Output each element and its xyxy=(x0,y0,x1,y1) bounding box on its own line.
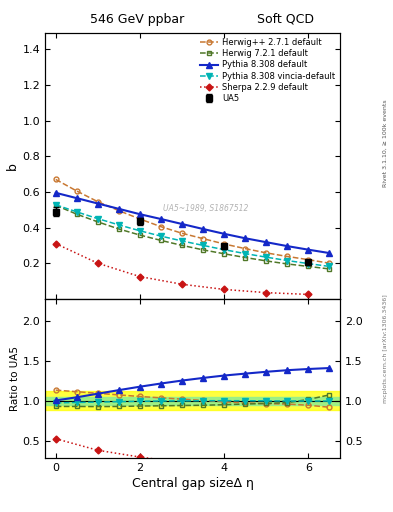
Herwig 7.2.1 default xyxy=(243,254,248,261)
Pythia 8.308 vincia-default xyxy=(74,209,79,215)
Pythia 8.308 default xyxy=(95,200,100,206)
Pythia 8.308 vincia-default xyxy=(53,202,58,208)
Pythia 8.308 default xyxy=(243,235,248,241)
Pythia 8.308 vincia-default xyxy=(138,228,142,234)
Line: Sherpa 2.2.9 default: Sherpa 2.2.9 default xyxy=(53,241,311,297)
Herwig++ 2.7.1 default xyxy=(285,253,290,260)
Pythia 8.308 default xyxy=(74,195,79,201)
Sherpa 2.2.9 default xyxy=(306,291,311,297)
Line: Pythia 8.308 default: Pythia 8.308 default xyxy=(53,190,332,256)
Pythia 8.308 vincia-default xyxy=(222,247,226,253)
Pythia 8.308 vincia-default xyxy=(285,258,290,264)
Pythia 8.308 vincia-default xyxy=(327,263,332,269)
Line: Herwig 7.2.1 default: Herwig 7.2.1 default xyxy=(53,203,332,271)
Pythia 8.308 default xyxy=(306,247,311,253)
Text: Soft QCD: Soft QCD xyxy=(257,13,314,26)
Herwig 7.2.1 default xyxy=(285,261,290,267)
Herwig++ 2.7.1 default xyxy=(264,250,269,256)
Sherpa 2.2.9 default xyxy=(95,260,100,266)
Herwig++ 2.7.1 default xyxy=(138,216,142,222)
Pythia 8.308 default xyxy=(159,216,163,222)
Pythia 8.308 vincia-default xyxy=(159,233,163,239)
Herwig++ 2.7.1 default xyxy=(74,188,79,194)
Herwig 7.2.1 default xyxy=(180,242,184,248)
Pythia 8.308 vincia-default xyxy=(243,250,248,257)
Y-axis label: b: b xyxy=(6,162,18,170)
Herwig 7.2.1 default xyxy=(159,238,163,244)
Pythia 8.308 default xyxy=(327,250,332,256)
Pythia 8.308 vincia-default xyxy=(95,216,100,222)
Herwig 7.2.1 default xyxy=(116,226,121,232)
Pythia 8.308 vincia-default xyxy=(264,254,269,260)
Line: Herwig++ 2.7.1 default: Herwig++ 2.7.1 default xyxy=(53,177,332,266)
Herwig++ 2.7.1 default xyxy=(116,207,121,214)
Herwig 7.2.1 default xyxy=(201,247,206,253)
Herwig 7.2.1 default xyxy=(53,202,58,208)
Pythia 8.308 default xyxy=(138,211,142,217)
Sherpa 2.2.9 default xyxy=(53,241,58,247)
Herwig 7.2.1 default xyxy=(327,266,332,272)
Herwig++ 2.7.1 default xyxy=(243,246,248,252)
Herwig 7.2.1 default xyxy=(95,219,100,225)
Pythia 8.308 vincia-default xyxy=(201,242,206,248)
Herwig++ 2.7.1 default xyxy=(53,176,58,182)
Text: mcplots.cern.ch [arXiv:1306.3436]: mcplots.cern.ch [arXiv:1306.3436] xyxy=(383,294,387,402)
Pythia 8.308 vincia-default xyxy=(180,238,184,244)
Pythia 8.308 default xyxy=(264,239,269,245)
Herwig 7.2.1 default xyxy=(222,251,226,257)
Pythia 8.308 default xyxy=(222,231,226,237)
Line: Pythia 8.308 vincia-default: Pythia 8.308 vincia-default xyxy=(53,202,332,269)
Herwig++ 2.7.1 default xyxy=(159,224,163,230)
Sherpa 2.2.9 default xyxy=(180,281,184,287)
Text: UA5~1989, S1867512: UA5~1989, S1867512 xyxy=(163,204,248,213)
Herwig++ 2.7.1 default xyxy=(306,257,311,263)
Y-axis label: Ratio to UA5: Ratio to UA5 xyxy=(10,346,20,411)
Pythia 8.308 vincia-default xyxy=(306,261,311,267)
Herwig 7.2.1 default xyxy=(264,258,269,264)
Pythia 8.308 default xyxy=(53,190,58,196)
Pythia 8.308 default xyxy=(180,221,184,227)
Pythia 8.308 default xyxy=(116,206,121,212)
X-axis label: Central gap sizeΔ η: Central gap sizeΔ η xyxy=(132,477,253,490)
Sherpa 2.2.9 default xyxy=(264,290,269,296)
Herwig++ 2.7.1 default xyxy=(180,230,184,237)
Pythia 8.308 vincia-default xyxy=(116,222,121,228)
Herwig++ 2.7.1 default xyxy=(95,199,100,205)
Herwig 7.2.1 default xyxy=(306,263,311,269)
Text: Rivet 3.1.10, ≥ 100k events: Rivet 3.1.10, ≥ 100k events xyxy=(383,99,387,187)
Herwig++ 2.7.1 default xyxy=(327,260,332,266)
Legend: Herwig++ 2.7.1 default, Herwig 7.2.1 default, Pythia 8.308 default, Pythia 8.308: Herwig++ 2.7.1 default, Herwig 7.2.1 def… xyxy=(198,36,338,105)
Herwig++ 2.7.1 default xyxy=(201,236,206,242)
Herwig++ 2.7.1 default xyxy=(222,241,226,247)
Pythia 8.308 default xyxy=(201,226,206,232)
Sherpa 2.2.9 default xyxy=(222,286,226,292)
Herwig 7.2.1 default xyxy=(74,211,79,217)
Sherpa 2.2.9 default xyxy=(138,273,142,280)
Pythia 8.308 default xyxy=(285,243,290,249)
Text: 546 GeV ppbar: 546 GeV ppbar xyxy=(90,13,185,26)
Herwig 7.2.1 default xyxy=(138,232,142,238)
